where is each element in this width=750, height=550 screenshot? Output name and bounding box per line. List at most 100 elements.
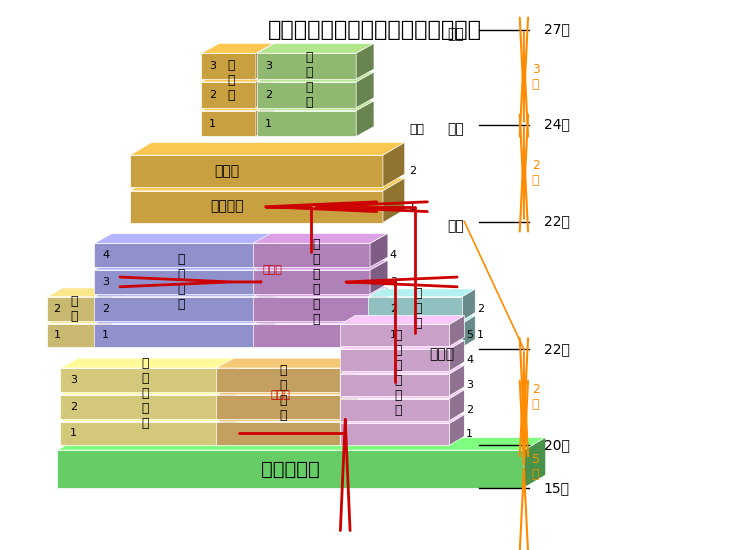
Text: 就職: 就職 <box>410 123 424 136</box>
Polygon shape <box>524 437 546 488</box>
Polygon shape <box>201 101 274 111</box>
Text: 2: 2 <box>102 304 110 313</box>
Polygon shape <box>368 316 476 323</box>
Polygon shape <box>340 374 449 396</box>
Text: 高
等
専
門
学
校: 高 等 専 門 学 校 <box>394 328 401 416</box>
Polygon shape <box>201 111 256 136</box>
Polygon shape <box>340 316 464 324</box>
Polygon shape <box>449 390 464 421</box>
Text: 1: 1 <box>466 430 473 439</box>
Text: 3: 3 <box>390 277 397 287</box>
Text: 2
年: 2 年 <box>532 159 540 187</box>
Polygon shape <box>340 324 449 346</box>
Polygon shape <box>60 385 237 395</box>
Text: 編入学: 編入学 <box>271 390 291 400</box>
Text: 2: 2 <box>53 304 61 313</box>
Polygon shape <box>94 243 258 267</box>
Polygon shape <box>130 178 405 191</box>
Text: 3: 3 <box>466 380 473 390</box>
Text: 15歳: 15歳 <box>544 481 570 495</box>
Text: 3: 3 <box>102 277 109 287</box>
Polygon shape <box>257 43 374 53</box>
Text: 1: 1 <box>53 331 61 340</box>
Polygon shape <box>449 340 464 371</box>
Polygon shape <box>368 289 476 297</box>
Polygon shape <box>370 233 388 267</box>
Polygon shape <box>47 288 112 297</box>
Polygon shape <box>258 260 276 294</box>
Polygon shape <box>47 323 97 347</box>
Text: 24歳: 24歳 <box>544 118 569 131</box>
Polygon shape <box>57 450 524 488</box>
Polygon shape <box>94 270 258 294</box>
Text: 短
大: 短 大 <box>70 295 78 323</box>
Text: 4: 4 <box>466 355 473 365</box>
Text: 4: 4 <box>102 250 110 260</box>
Polygon shape <box>216 358 358 368</box>
Polygon shape <box>201 43 274 53</box>
Polygon shape <box>340 390 464 399</box>
Polygon shape <box>340 424 449 446</box>
Text: 22歳: 22歳 <box>544 214 569 229</box>
Polygon shape <box>368 297 462 321</box>
Text: 学士: 学士 <box>448 219 464 234</box>
Text: 2: 2 <box>466 405 473 415</box>
Text: 1: 1 <box>390 331 397 340</box>
Polygon shape <box>60 358 237 368</box>
Polygon shape <box>97 315 112 347</box>
Text: 中　学　校: 中 学 校 <box>261 459 320 478</box>
Polygon shape <box>94 314 276 323</box>
Polygon shape <box>253 287 388 297</box>
Polygon shape <box>253 270 370 294</box>
Polygon shape <box>449 316 464 346</box>
Polygon shape <box>449 365 464 396</box>
Text: 2
年: 2 年 <box>532 383 540 411</box>
Text: 普
通
科
高
校: 普 通 科 高 校 <box>141 357 148 430</box>
Text: 技
術
科
学
大
学: 技 術 科 学 大 学 <box>313 238 320 326</box>
Text: 27歳: 27歳 <box>544 23 569 36</box>
Polygon shape <box>368 323 462 347</box>
Text: 22歳: 22歳 <box>544 342 569 356</box>
Text: 1: 1 <box>70 428 77 438</box>
Polygon shape <box>258 233 276 267</box>
Text: 3: 3 <box>265 61 272 71</box>
Text: 博
士
課
程: 博 士 課 程 <box>306 52 314 109</box>
Polygon shape <box>256 101 274 136</box>
Text: 1: 1 <box>477 331 484 340</box>
Polygon shape <box>370 314 388 347</box>
Text: 2: 2 <box>70 402 77 411</box>
Polygon shape <box>383 178 405 223</box>
Text: 修士課程: 修士課程 <box>210 200 243 214</box>
Polygon shape <box>130 191 383 223</box>
Text: 2: 2 <box>409 166 416 176</box>
Text: 4: 4 <box>390 250 397 260</box>
Polygon shape <box>370 260 388 294</box>
Polygon shape <box>258 314 276 347</box>
Polygon shape <box>356 72 374 108</box>
Polygon shape <box>253 260 388 270</box>
Text: 3
年: 3 年 <box>532 63 540 91</box>
Text: 大学院: 大学院 <box>214 164 239 178</box>
Polygon shape <box>94 297 258 321</box>
Text: 1: 1 <box>209 119 216 129</box>
Polygon shape <box>257 111 356 136</box>
Polygon shape <box>462 316 476 347</box>
Text: 1: 1 <box>265 119 272 129</box>
Polygon shape <box>340 411 358 446</box>
Polygon shape <box>356 101 374 136</box>
Text: 20歳: 20歳 <box>544 438 569 452</box>
Polygon shape <box>383 142 405 187</box>
Text: 一
般
大
学: 一 般 大 学 <box>177 253 184 311</box>
Text: 5
年: 5 年 <box>532 453 540 481</box>
Text: 準学士: 準学士 <box>429 347 454 361</box>
Polygon shape <box>94 323 258 347</box>
Polygon shape <box>47 297 97 321</box>
Text: 専
攻
科: 専 攻 科 <box>415 287 422 330</box>
Polygon shape <box>216 421 340 446</box>
Polygon shape <box>356 43 374 79</box>
Polygon shape <box>47 315 112 323</box>
Text: 大
学
院: 大 学 院 <box>228 59 236 102</box>
Polygon shape <box>216 385 358 395</box>
Text: 2: 2 <box>209 90 216 100</box>
Polygon shape <box>201 53 256 79</box>
